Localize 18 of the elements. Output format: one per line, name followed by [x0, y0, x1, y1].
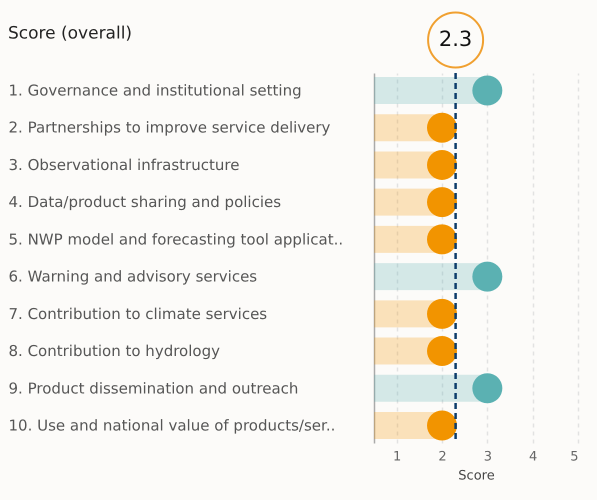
x-axis-title: Score	[458, 468, 495, 484]
y-tick-label: 6. Warning and advisory services	[8, 268, 258, 286]
x-tick-label: 3	[484, 450, 492, 464]
y-tick-label: 1. Governance and institutional setting	[8, 81, 302, 100]
y-tick-label: 5. NWP model and forecasting tool applicat..	[8, 230, 344, 248]
x-tick-label: 2	[438, 450, 447, 464]
ref-line-label: 2.3	[438, 27, 472, 51]
y-tick-label: 10. Use and national value of products/ser..	[8, 416, 336, 435]
y-tick-label: 8. Contribution to hydrology	[8, 342, 220, 360]
y-tick-label: 9. Product dissemination and outreach	[8, 379, 298, 398]
x-tick-label: 5	[570, 450, 578, 464]
x-tick-label: 1	[393, 450, 402, 464]
y-tick-label: 4. Data/product sharing and policies	[8, 193, 282, 212]
y-tick-label: 7. Contribution to climate services	[8, 304, 268, 323]
y-tick-label: 2. Partnerships to improve service delivery	[8, 118, 331, 137]
y-tick-label: 3. Observational infrastructure	[8, 156, 240, 174]
text: Score (overall)	[8, 24, 132, 44]
x-tick-label: 4	[529, 450, 538, 464]
